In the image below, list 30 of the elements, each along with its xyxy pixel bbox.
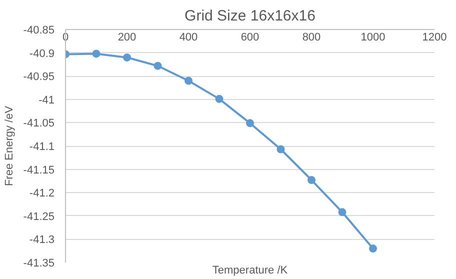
point (215, 94, 224, 103)
chart-title: Grid Size 16x16x16 (184, 8, 316, 24)
y-tick-label: -41.2 (29, 188, 55, 200)
y-tick-label: -40.95 (23, 71, 55, 84)
point (369, 244, 377, 253)
point (154, 62, 162, 70)
x-tick-label: 200 (118, 32, 136, 44)
x-tick-label: 800 (302, 32, 321, 44)
y-tick-label: -40.9 (29, 48, 55, 60)
point (92, 50, 100, 58)
x-tick-label: 600 (240, 32, 260, 44)
point (308, 176, 316, 184)
x-axis-title: Temperature /K (212, 264, 288, 276)
y-tick-label: -41 (38, 94, 55, 106)
x-tick-label: 1200 (422, 32, 447, 44)
y-tick-label: -41.05 (23, 118, 55, 130)
x-tick-label: 1000 (360, 32, 386, 44)
y-tick-label: -41.15 (23, 164, 55, 176)
point (123, 53, 131, 62)
point (338, 208, 346, 216)
y-tick-label: -41.1 (29, 141, 55, 153)
point (246, 119, 254, 128)
point (184, 76, 192, 85)
point (276, 145, 285, 154)
x-tick-label: 400 (179, 32, 198, 44)
y-tick-label: -41.35 (23, 258, 55, 270)
y-tick-label: -41.3 (29, 234, 55, 246)
y-tick-label: -40.85 (23, 24, 55, 36)
y-axis-title: Free Energy /eV (3, 105, 16, 186)
y-tick-label: -41.25 (23, 210, 55, 223)
